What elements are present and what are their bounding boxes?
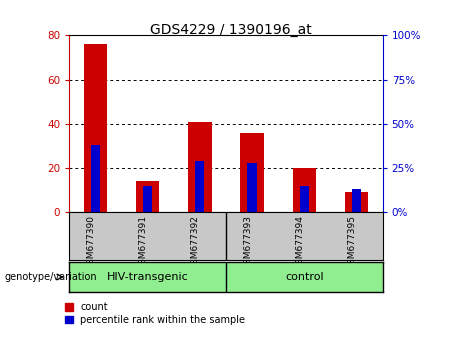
Bar [90, 145, 100, 212]
Text: control: control [285, 272, 324, 282]
Bar [83, 44, 107, 212]
Bar [195, 161, 205, 212]
Text: GSM677394: GSM677394 [295, 215, 304, 270]
Bar [247, 163, 257, 212]
Bar [352, 189, 361, 212]
Text: GSM677392: GSM677392 [191, 215, 200, 270]
Bar [345, 193, 368, 212]
Bar [188, 122, 212, 212]
Bar [292, 168, 316, 212]
Text: GSM677393: GSM677393 [243, 215, 252, 270]
Bar [240, 133, 264, 212]
Text: GSM677390: GSM677390 [86, 215, 95, 270]
Text: genotype/variation: genotype/variation [5, 272, 97, 282]
Text: GSM677391: GSM677391 [138, 215, 148, 270]
Bar [143, 186, 152, 212]
Bar [300, 186, 309, 212]
Text: GDS4229 / 1390196_at: GDS4229 / 1390196_at [150, 23, 311, 37]
Bar [136, 181, 159, 212]
Text: GSM677395: GSM677395 [348, 215, 356, 270]
Legend: count, percentile rank within the sample: count, percentile rank within the sample [65, 302, 245, 325]
Text: HIV-transgenic: HIV-transgenic [106, 272, 189, 282]
